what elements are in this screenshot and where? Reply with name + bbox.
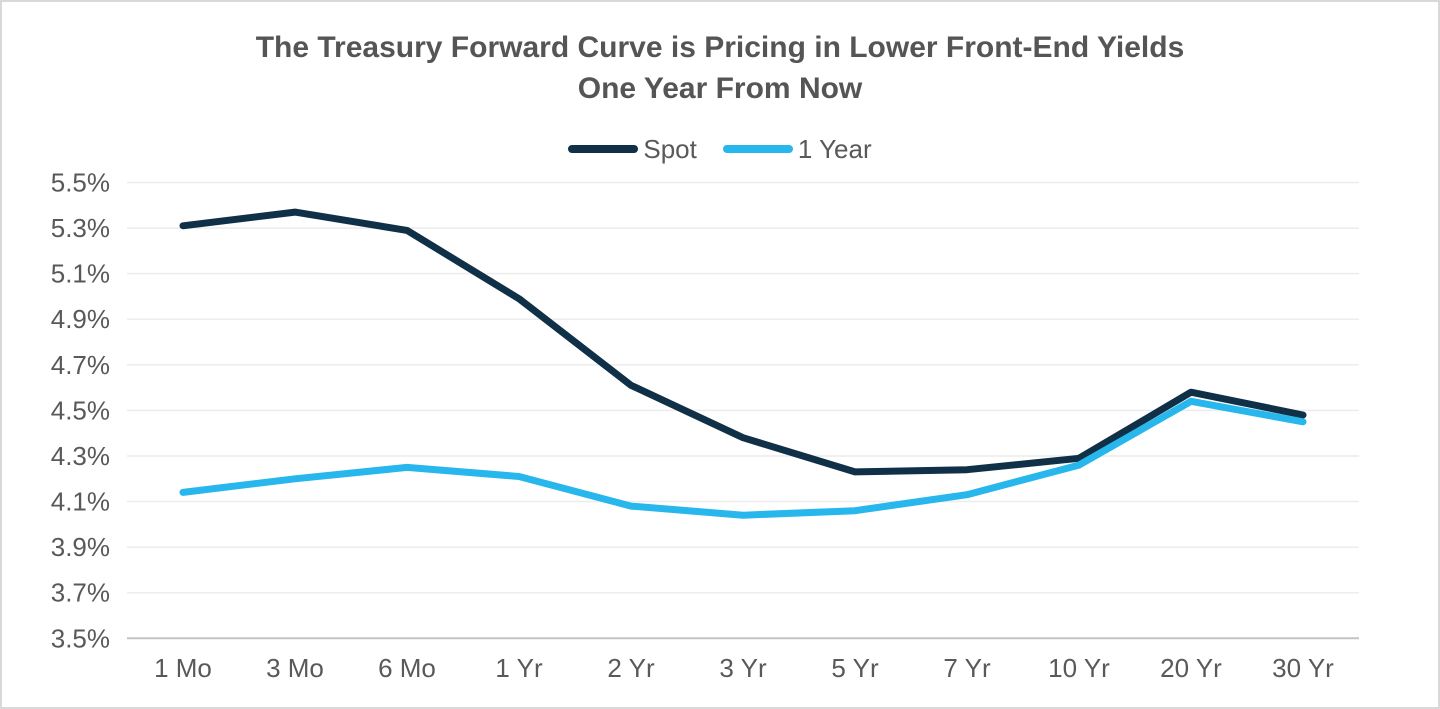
y-tick-label: 4.5%	[51, 395, 110, 425]
chart-legend: Spot 1 Year	[0, 133, 1440, 165]
x-tick-label: 10 Yr	[1048, 653, 1110, 683]
legend-swatch-1-year-line	[722, 145, 793, 153]
x-tick-label: 5 Yr	[831, 653, 879, 683]
chart-title-line-1: The Treasury Forward Curve is Pricing in…	[255, 31, 1185, 64]
y-tick-label: 4.7%	[51, 350, 110, 380]
x-tick-label: 2 Yr	[607, 653, 655, 683]
x-tick-label: 7 Yr	[943, 653, 991, 683]
legend-item-1-year: 1 Year	[722, 133, 872, 165]
x-tick-label: 30 Yr	[1272, 653, 1334, 683]
x-tick-label: 20 Yr	[1160, 653, 1222, 683]
x-tick-label: 1 Yr	[495, 653, 543, 683]
y-tick-label: 4.1%	[51, 487, 110, 517]
x-tick-label: 3 Yr	[719, 653, 767, 683]
legend-item-spot: Spot	[568, 134, 697, 165]
y-tick-label: 4.9%	[51, 304, 110, 334]
chart-title: The Treasury Forward Curve is Pricing in…	[0, 27, 1440, 109]
y-tick-label: 5.5%	[51, 168, 110, 198]
legend-swatch-spot-line	[568, 145, 639, 153]
x-tick-label: 6 Mo	[378, 653, 436, 683]
legend-swatch-1-year-icon	[722, 145, 793, 153]
chart-title-line-2: One Year From Now	[577, 72, 863, 105]
x-tick-label: 3 Mo	[266, 653, 324, 683]
y-tick-label: 4.3%	[51, 441, 110, 471]
series-line-spot	[179, 208, 1307, 476]
legend-label-1-year: 1 Year	[797, 133, 872, 164]
legend-label-spot: Spot	[643, 133, 697, 164]
y-tick-label: 3.7%	[51, 578, 110, 608]
y-tick-label: 5.1%	[51, 259, 110, 289]
series-line-1-year	[179, 397, 1307, 519]
y-tick-label: 3.9%	[51, 532, 110, 562]
y-tick-label: 3.5%	[51, 623, 110, 653]
legend-swatch-spot-icon	[568, 145, 639, 153]
x-tick-label: 1 Mo	[154, 653, 212, 683]
y-tick-label: 5.3%	[51, 213, 110, 243]
